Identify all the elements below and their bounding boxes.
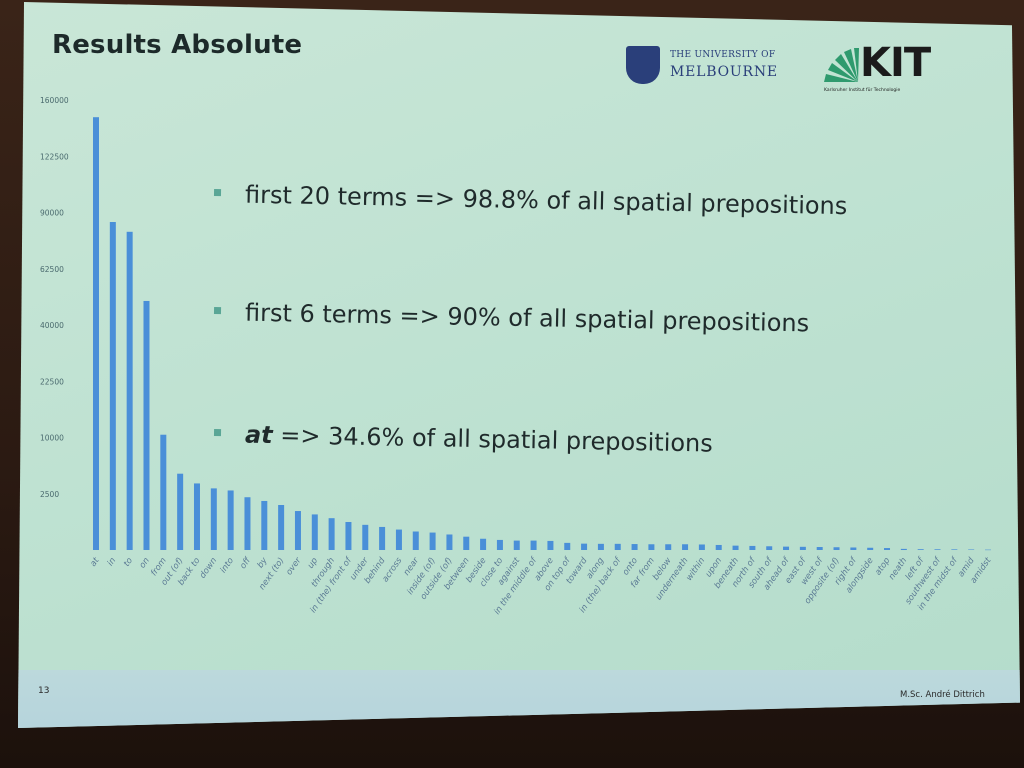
bar (816, 547, 823, 550)
bar (93, 117, 99, 550)
chart-bars (93, 117, 991, 551)
bar (547, 540, 554, 550)
bullet-marker-icon (213, 306, 222, 314)
bar (985, 549, 991, 551)
bar (463, 536, 470, 550)
bar (177, 473, 184, 550)
bar (143, 300, 150, 550)
x-tick-label: in (106, 556, 119, 568)
y-tick-label: 160000 (40, 96, 69, 105)
y-tick-label: 2500 (40, 490, 59, 499)
bar (597, 543, 604, 550)
bullet-3-lead: at (244, 420, 273, 450)
bar (900, 548, 907, 551)
kit-logo-text: KIT (860, 40, 931, 86)
bar (362, 524, 369, 550)
bar (311, 514, 318, 550)
bar (446, 534, 453, 550)
bar (160, 434, 167, 550)
y-tick-label: 62500 (40, 265, 64, 274)
bar (799, 546, 806, 550)
y-tick-label: 90000 (40, 209, 64, 218)
slide-title: Results Absolute (52, 30, 303, 60)
bar (227, 490, 234, 550)
melbourne-logo-line2: MELBOURNE (670, 64, 778, 80)
bar (564, 542, 571, 550)
bar (665, 544, 672, 550)
kit-logo-subtitle: Karlsruher Institut für Technologie (824, 88, 901, 93)
bar (193, 483, 200, 550)
bar (648, 544, 655, 550)
bar (917, 549, 924, 550)
bullet-marker-icon (213, 188, 222, 196)
bar (581, 543, 588, 550)
kit-logo: KIT Karlsruher Institut für Technologie (820, 40, 955, 102)
melbourne-logo-line1: THE UNIVERSITY OF (670, 50, 776, 60)
bar (395, 529, 402, 550)
bar (412, 531, 419, 550)
bar (833, 547, 840, 550)
y-tick-label: 22500 (40, 377, 64, 386)
bar (261, 500, 268, 550)
bar (109, 222, 116, 550)
bar (749, 545, 756, 550)
page-number: 13 (38, 686, 50, 696)
bar (429, 532, 436, 550)
slide (18, 2, 1020, 728)
bar (732, 545, 739, 550)
bar (278, 505, 285, 550)
bar (884, 548, 891, 550)
bar (496, 539, 503, 550)
x-tick-label: up (306, 556, 320, 571)
x-tick-label: to (122, 556, 135, 569)
bullet-marker-icon (213, 428, 222, 436)
bar (480, 538, 487, 550)
bar (530, 540, 537, 550)
bar (513, 540, 520, 550)
bar (294, 511, 301, 550)
bar (379, 526, 386, 550)
y-tick-label: 40000 (40, 321, 64, 330)
y-tick-label: 122500 (40, 152, 69, 161)
x-tick-label: over (284, 556, 303, 578)
bar (783, 546, 790, 551)
bar (715, 544, 722, 550)
bar (210, 488, 217, 550)
y-tick-label: 10000 (40, 434, 64, 443)
x-tick-label: by (256, 555, 271, 570)
x-tick-label: off (238, 555, 253, 571)
bar (850, 547, 857, 550)
bar (614, 543, 621, 550)
x-tick-label: down (198, 556, 219, 581)
kit-fan-icon (824, 48, 859, 82)
bar (766, 546, 773, 550)
bar (345, 521, 352, 550)
bar (244, 497, 251, 550)
author-name: M.Sc. André Dittrich (900, 690, 985, 700)
x-tick-label: into (219, 556, 237, 575)
bar (126, 231, 133, 551)
bar (951, 549, 958, 550)
melbourne-crest-icon (626, 46, 660, 84)
x-tick-label: at (88, 555, 101, 568)
bar (968, 549, 975, 550)
bar (934, 549, 941, 550)
bar (682, 544, 689, 550)
bar (328, 518, 335, 550)
x-tick-label: on (138, 556, 152, 570)
bar (631, 544, 638, 550)
y-axis-ticks: 160000 122500 90000 62500 40000 22500 10000 250… (40, 96, 69, 499)
melbourne-logo: THE UNIVERSITY OF MELBOURNE (622, 44, 797, 90)
bar (698, 544, 705, 550)
bar (867, 547, 874, 550)
